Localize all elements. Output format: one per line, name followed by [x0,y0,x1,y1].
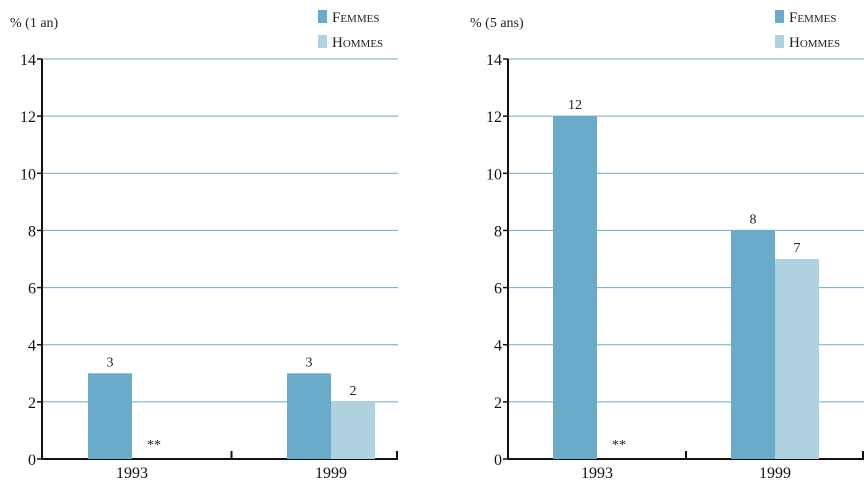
y-tick-label: 6 [494,281,502,298]
legend-swatch-hommes [318,35,327,48]
y-tick-label: 2 [494,395,502,412]
y-tick-label: 0 [28,452,36,469]
y-tick-label: 10 [486,166,502,183]
legend-label: Femmes [332,10,379,26]
y-tick-label: 14 [20,52,36,69]
y-tick-label: 12 [20,109,36,126]
legend: Femmes Hommes [318,10,383,51]
y-axis-title: % (5 ans) [470,16,524,31]
chart-panel-2: 0 2 4 6 8 10 12 14 % (5 ans) 1993 1999 12 8 ** 7 Femmes… [470,10,864,482]
y-tick-label: 14 [486,52,502,69]
legend-label: Hommes [789,35,840,51]
chart-panel-1: 0 2 4 6 8 10 12 14 % (1 an) 1993 1999 3 3 ** 2 Femmes Ho… [10,10,398,482]
bar-value-label: 3 [107,355,114,370]
category-label: 1999 [759,465,791,482]
no-data-label: ** [612,438,626,453]
legend-swatch-hommes [775,35,784,48]
bar-femmes-1999 [731,230,775,459]
y-tick-label: 2 [28,395,36,412]
no-data-label: ** [147,438,161,453]
category-label: 1993 [581,465,613,482]
bar-value-label: 7 [794,241,801,256]
y-tick-label: 4 [494,338,502,355]
y-tick-label: 8 [494,223,502,240]
legend-swatch-femmes [775,10,784,23]
bar-value-label: 3 [306,355,313,370]
y-tick-label: 0 [494,452,502,469]
y-axis-title: % (1 an) [10,16,59,31]
y-tick-label: 12 [486,109,502,126]
legend: Femmes Hommes [775,10,840,51]
bar-hommes-1999 [775,259,819,459]
bar-femmes-1999 [287,373,331,459]
category-label: 1993 [116,465,148,482]
y-tick-label: 10 [20,166,36,183]
bar-value-label: 8 [750,212,757,227]
y-tick-label: 4 [28,338,36,355]
bar-hommes-1999 [331,401,375,459]
y-tick-label: 6 [28,281,36,298]
bar-femmes-1993 [88,373,132,459]
legend-swatch-femmes [318,10,327,23]
bar-femmes-1993 [553,116,597,460]
y-tick-label: 8 [28,223,36,240]
category-label: 1999 [315,465,347,482]
bar-value-label: 12 [568,98,582,113]
bar-value-label: 2 [350,384,357,399]
legend-label: Femmes [789,10,836,26]
legend-label: Hommes [332,35,383,51]
